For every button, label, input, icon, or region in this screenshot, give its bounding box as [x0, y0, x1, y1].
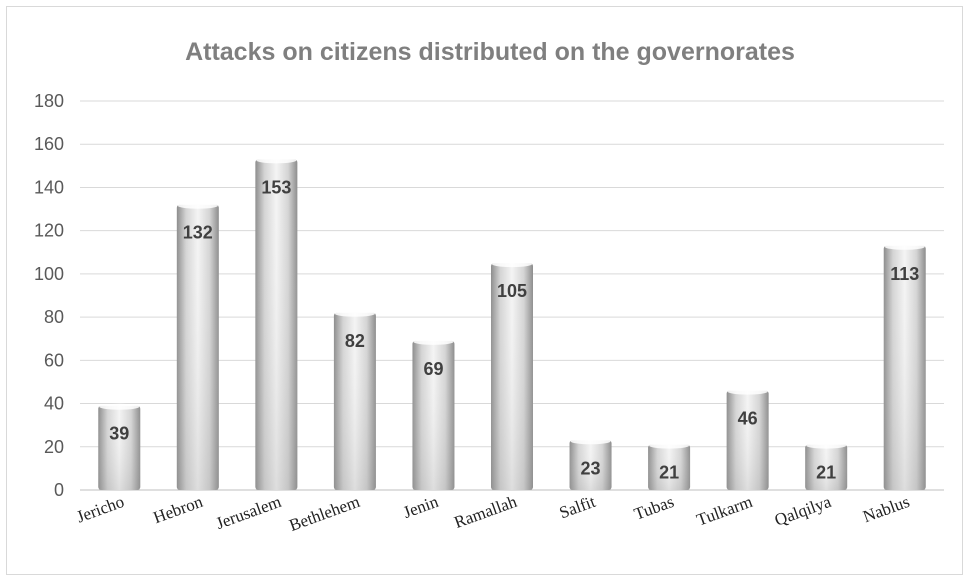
x-tick-label: Tulkarm — [694, 492, 755, 530]
y-tick-label: 20 — [44, 437, 64, 457]
y-tick-label: 60 — [44, 350, 64, 370]
x-tick-label: Jericho — [74, 492, 127, 527]
data-label: 132 — [183, 223, 213, 243]
x-tick-label: Nablus — [860, 492, 912, 526]
data-label: 153 — [261, 177, 291, 197]
bar — [176, 202, 219, 490]
x-tick-label: Bethlehem — [287, 492, 363, 535]
y-tick-label: 40 — [44, 394, 64, 414]
y-tick-label: 80 — [44, 307, 64, 327]
chart-title: Attacks on citizens distributed on the g… — [185, 38, 795, 66]
bar — [569, 438, 612, 490]
data-label: 21 — [816, 463, 836, 483]
data-label: 105 — [497, 281, 527, 301]
data-label: 46 — [738, 409, 758, 429]
bar — [491, 261, 533, 490]
x-tick-label: Qalqilya — [772, 492, 834, 530]
y-tick-label: 140 — [34, 177, 64, 197]
x-tick-label: Jenin — [401, 492, 442, 522]
x-tick-label: Tubas — [631, 492, 676, 524]
bar — [412, 338, 455, 490]
bar — [333, 310, 376, 490]
data-label: 39 — [109, 424, 129, 444]
x-tick-label: Ramallah — [452, 492, 520, 532]
bar — [883, 243, 926, 490]
bar — [98, 403, 141, 490]
x-tick-label: Salfit — [557, 492, 598, 523]
data-label: 21 — [659, 463, 679, 483]
bar — [648, 442, 691, 490]
bar — [805, 442, 848, 490]
data-label: 113 — [890, 264, 919, 284]
y-tick-label: 120 — [34, 221, 64, 241]
x-tick-label: Hebron — [151, 492, 206, 527]
y-tick-label: 0 — [54, 480, 64, 500]
y-tick-label: 160 — [34, 134, 64, 154]
y-tick-label: 100 — [34, 264, 64, 284]
data-label: 82 — [345, 331, 365, 351]
data-label: 23 — [581, 458, 601, 478]
y-tick-label: 180 — [34, 91, 64, 111]
data-label: 69 — [423, 359, 443, 379]
bar — [255, 157, 298, 490]
bar — [726, 388, 769, 490]
x-tick-label: Jerusalem — [213, 492, 283, 533]
